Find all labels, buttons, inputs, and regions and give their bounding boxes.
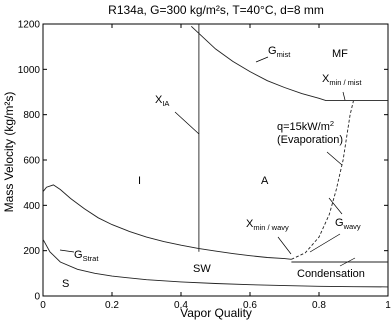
x-tick-label: 0.8: [312, 300, 326, 311]
arrow-xia: [174, 111, 200, 135]
y-tick-label: 1000: [18, 65, 41, 76]
x-tick-label: 0.4: [174, 300, 188, 311]
y-tick-label: 200: [23, 246, 40, 257]
annotation-xmin-wavy: Xmin / wavy: [246, 218, 289, 232]
arrow-q: [326, 151, 343, 166]
arrow-condensation: [339, 257, 356, 267]
arrow-g-wavy-upper: [328, 197, 343, 215]
y-tick-label: 800: [23, 110, 40, 121]
annotation-xmin-mist: Xmin / mist: [322, 73, 362, 87]
region-label-s: S: [62, 278, 69, 290]
x-tick-label: 0: [40, 300, 46, 311]
annotation-mf: MF: [332, 48, 348, 60]
y-tick-label: 600: [23, 156, 40, 167]
annotation-q-line2: (Evaporation): [277, 134, 343, 146]
x-tick-label: 0.6: [243, 300, 257, 311]
series-line-g-wavy-evaporation: [291, 100, 354, 260]
series-line-g-strat: [42, 239, 389, 288]
annotation-xia: XIA: [155, 94, 169, 108]
y-tick-label: 400: [23, 201, 40, 212]
region-label-sw: SW: [193, 263, 211, 275]
y-tick-label: 1200: [18, 20, 41, 31]
annotation-q-line1: q=15kW/m2: [277, 119, 334, 133]
chart-title: R134a, G=300 kg/m²s, T=40°C, d=8 mm: [108, 3, 324, 17]
arrow-g-mist: [255, 56, 269, 63]
y-axis-label: Mass Velocity (kg/m²s): [2, 92, 16, 213]
region-label-a: A: [261, 175, 269, 187]
series-line-g-wavy: [42, 184, 292, 260]
arrow-xmin-wavy: [277, 236, 292, 255]
annotation-g-mist: Gmist: [268, 45, 291, 59]
x-tick-label: 1: [385, 300, 391, 311]
series-line-g-mist: [190, 25, 388, 102]
annotation-g-wavy: Gwavy: [335, 217, 361, 231]
x-axis-label: Vapor Quality: [180, 306, 252, 320]
arrow-g-strat: [59, 249, 75, 253]
annotation-g-strat: GStrat: [74, 249, 99, 263]
y-tick-label: 0: [34, 292, 40, 303]
x-tick-label: 0.2: [105, 300, 119, 311]
arrow-xmin-mist: [342, 91, 346, 101]
region-label-i: I: [138, 175, 141, 187]
plot-area: 0 0.2 0.4 0.6 0.8 1 0 200 400 600 800 1000 1200: [18, 20, 391, 312]
annotation-condensation: Condensation: [297, 268, 365, 280]
arrow-g-wavy-lower: [309, 233, 341, 253]
annotation-arrows: [59, 56, 356, 267]
annotations: Gmist MF Xmin / mist XIA q=15kW/m2 (Evap…: [62, 45, 365, 290]
